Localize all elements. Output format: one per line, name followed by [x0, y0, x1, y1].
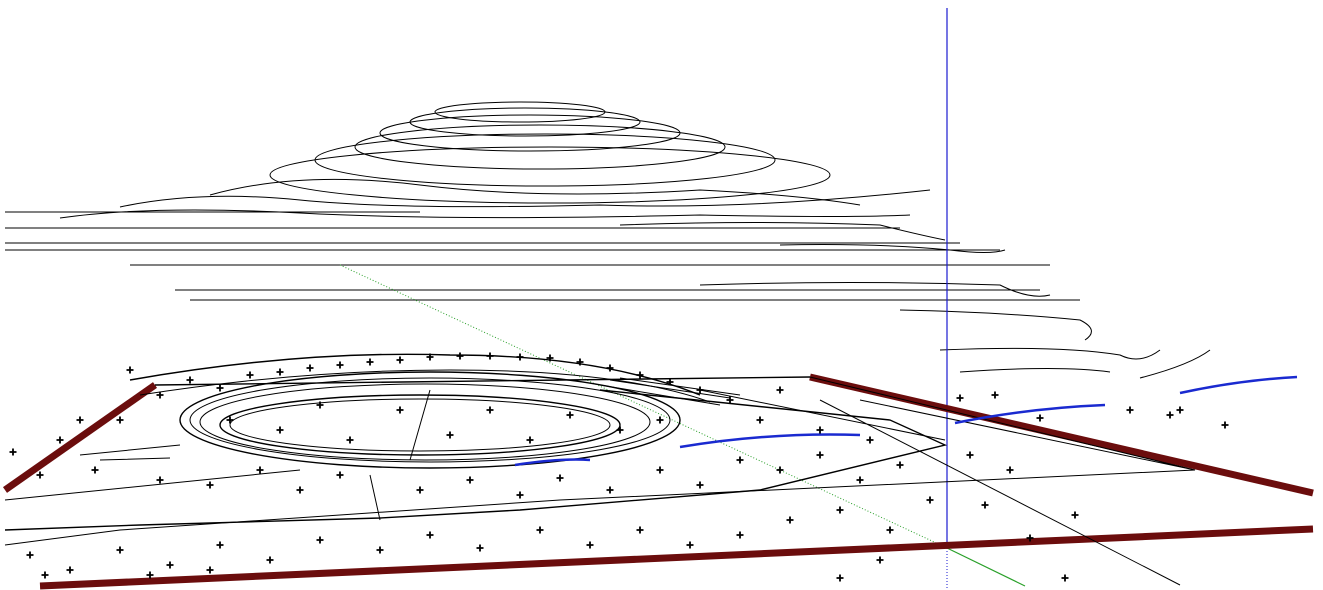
line-work	[354, 124, 726, 170]
line-work	[699, 389, 1181, 586]
line-work	[209, 178, 861, 206]
line-work	[369, 389, 431, 521]
line-work	[129, 353, 701, 396]
line-work	[514, 458, 591, 467]
line-work	[1179, 375, 1298, 395]
line-work	[779, 244, 1006, 253]
line-work	[59, 209, 911, 219]
line-work	[4, 376, 1196, 546]
line-work	[959, 368, 1111, 373]
line-work	[119, 189, 931, 208]
hill-contours	[5, 101, 1211, 379]
line-work	[339, 264, 948, 549]
line-work	[79, 444, 181, 461]
line-work	[39, 525, 1314, 590]
axes	[339, 8, 1026, 590]
line-work	[809, 373, 1314, 497]
line-work	[939, 347, 1161, 360]
line-work	[199, 383, 651, 461]
line-work	[219, 394, 621, 456]
line-work	[179, 371, 681, 469]
line-work	[4, 389, 948, 531]
line-work	[599, 377, 741, 406]
line-work	[5, 211, 1000, 251]
line-work	[2, 382, 158, 493]
line-work	[130, 264, 1080, 301]
line-work	[954, 403, 1106, 425]
site-contours	[79, 353, 741, 521]
line-work	[946, 547, 1026, 587]
line-work	[699, 282, 1051, 297]
line-work	[1139, 349, 1211, 379]
line-work	[269, 146, 831, 204]
line-work	[679, 433, 861, 449]
line-work	[189, 377, 671, 463]
blue-lines	[514, 375, 1298, 467]
line-work	[229, 398, 611, 452]
line-work	[619, 222, 946, 241]
